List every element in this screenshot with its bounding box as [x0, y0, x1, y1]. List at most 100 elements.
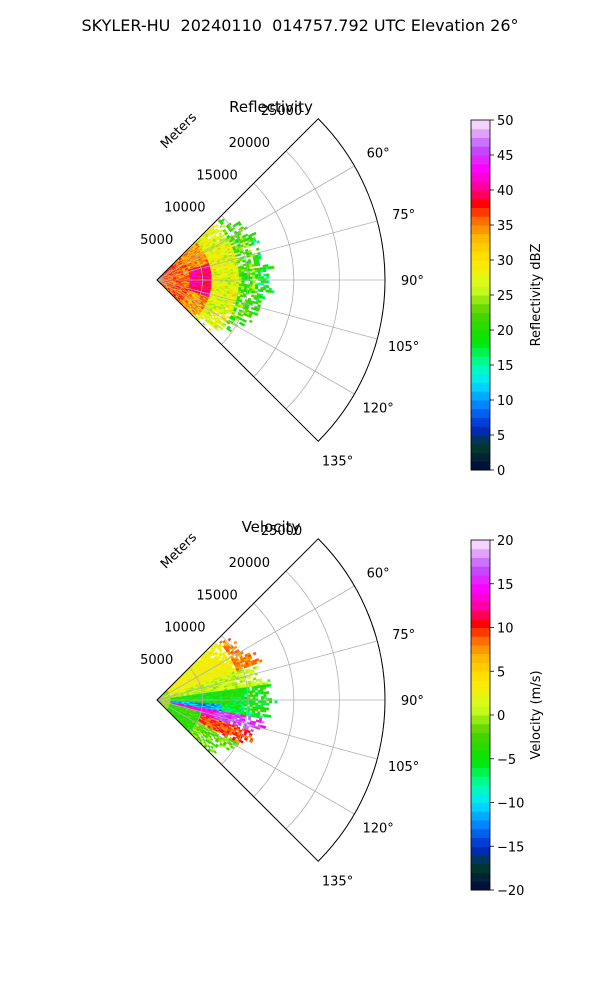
colorbar-tick-label: −15 — [497, 840, 524, 855]
azimuth-tick-label: 75° — [392, 628, 415, 643]
colorbar-segment — [471, 627, 490, 637]
colorbar-tick-label: 15 — [497, 578, 514, 593]
colorbar-segment — [471, 715, 490, 725]
azimuth-line — [156, 585, 355, 701]
azimuth-line — [156, 279, 355, 395]
colorbar-tick-label: 20 — [497, 534, 514, 549]
colorbar-tick-label: 40 — [497, 184, 514, 199]
colorbar-segment — [471, 435, 490, 445]
colorbar-segment — [471, 583, 490, 593]
colorbar-segment — [471, 767, 490, 777]
colorbar-segment — [471, 295, 490, 305]
colorbar-segment — [471, 785, 490, 795]
azimuth-tick-label: 120° — [362, 822, 393, 837]
colorbar-segment — [471, 575, 490, 585]
colorbar-tick-label: 45 — [497, 149, 514, 164]
colorbar-segment — [471, 776, 490, 786]
range-tick-label: 10000 — [164, 201, 205, 216]
colorbar-segment — [471, 417, 490, 427]
colorbar-segment — [471, 662, 490, 672]
colorbar-segment — [471, 802, 490, 812]
colorbar-tick-label: 10 — [497, 394, 514, 409]
colorbar-tick-label: 30 — [497, 254, 514, 269]
colorbar-tick-label: 10 — [497, 622, 514, 637]
azimuth-tick-label: 90° — [401, 274, 424, 289]
azimuth-tick-label: 90° — [401, 694, 424, 709]
azimuth-tick-label: 105° — [388, 760, 419, 775]
colorbar-segment — [471, 382, 490, 392]
reflectivity-panel: Reflectivity 5000 10000 15000 20000 25000 Mete… — [140, 98, 544, 479]
colorbar-segment — [471, 190, 490, 200]
colorbar-segment — [471, 356, 490, 366]
colorbar-segment — [471, 688, 490, 698]
radar-echo-field — [158, 637, 278, 754]
colorbar-segment — [471, 251, 490, 261]
colorbar-segment — [471, 321, 490, 331]
colorbar-segment — [471, 540, 490, 550]
colorbar-tick-label: 0 — [497, 709, 505, 724]
colorbar-segment — [471, 872, 490, 882]
azimuth-tick-label: 105° — [388, 340, 419, 355]
colorbar-segment — [471, 137, 490, 147]
azimuth-tick-label: 60° — [367, 146, 390, 161]
colorbar: 0 5 10 15 20 25 30 35 40 45 50 Reflectivity dBZ — [470, 114, 544, 479]
colorbar-segment — [471, 601, 490, 611]
colorbar-segment — [471, 155, 490, 165]
azimuth-tick-label: 120° — [362, 402, 393, 417]
colorbar-segment — [471, 758, 490, 768]
colorbar-segment — [471, 723, 490, 733]
range-axis-label: Meters — [158, 110, 200, 152]
colorbar-segment — [471, 732, 490, 742]
colorbar-segment — [471, 146, 490, 156]
velocity-panel: Velocity 5000 10000 15000 20000 25000 Meters 60… — [140, 518, 544, 899]
azimuth-line — [156, 165, 355, 281]
colorbar-segment — [471, 268, 490, 278]
colorbar-segment — [471, 750, 490, 760]
colorbar-tick-label: 35 — [497, 219, 514, 234]
colorbar-segment — [471, 198, 490, 208]
range-tick-label: 25000 — [261, 104, 302, 119]
colorbar-segment — [471, 557, 490, 567]
colorbar-label: Velocity (m/s) — [529, 670, 544, 759]
colorbar-segment — [471, 837, 490, 847]
polar-grid — [156, 118, 386, 442]
colorbar-segment — [471, 225, 490, 235]
colorbar-segment — [471, 653, 490, 663]
colorbar-segment — [471, 260, 490, 270]
range-tick-label: 20000 — [229, 556, 270, 571]
colorbar-segment — [471, 207, 490, 217]
page-title: SKYLER-HU 20240110 014757.792 UTC Elevat… — [81, 16, 519, 35]
colorbar-segment — [471, 172, 490, 182]
colorbar-segment — [471, 408, 490, 418]
azimuth-line — [156, 699, 355, 815]
colorbar-segment — [471, 592, 490, 602]
colorbar-segment — [471, 277, 490, 287]
colorbar-segment — [471, 216, 490, 226]
panel-title: Reflectivity — [229, 98, 313, 116]
colorbar-tick-label: 5 — [497, 429, 505, 444]
colorbar-segment — [471, 741, 490, 751]
colorbar-segment — [471, 373, 490, 383]
colorbar-segment — [471, 120, 490, 130]
colorbar-segment — [471, 233, 490, 243]
sector-frame — [156, 118, 386, 442]
colorbar-segment — [471, 697, 490, 707]
colorbar-segment — [471, 820, 490, 830]
colorbar-segment — [471, 811, 490, 821]
colorbar-segment — [471, 330, 490, 340]
azimuth-tick-label: 135° — [322, 875, 353, 890]
colorbar-segment — [471, 181, 490, 191]
colorbar-segment — [471, 391, 490, 401]
colorbar-tick-label: 5 — [497, 665, 505, 680]
colorbar-segment — [471, 242, 490, 252]
colorbar-segment — [471, 365, 490, 375]
colorbar-tick-label: −5 — [497, 753, 516, 768]
azimuth-tick-label: 135° — [322, 455, 353, 470]
colorbar-segment — [471, 286, 490, 296]
sector-frame — [156, 538, 386, 862]
colorbar-segment — [471, 443, 490, 453]
colorbar-segment — [471, 303, 490, 313]
polar-grid — [156, 538, 386, 862]
azimuth-tick-label: 75° — [392, 208, 415, 223]
